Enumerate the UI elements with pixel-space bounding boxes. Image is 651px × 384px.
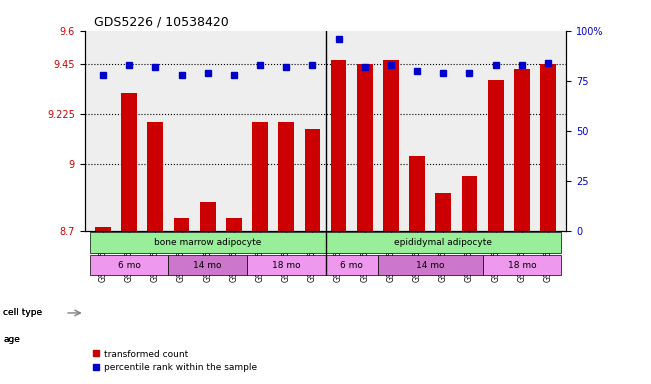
Bar [462,175,477,231]
Text: 18 mo: 18 mo [272,261,301,270]
Bar [121,93,137,231]
Bar [409,156,425,231]
Bar [436,194,451,231]
FancyBboxPatch shape [482,255,561,275]
Bar [200,202,215,231]
Bar [174,218,189,231]
Bar [279,122,294,231]
Bar [357,64,372,231]
FancyBboxPatch shape [326,255,378,275]
FancyBboxPatch shape [90,255,169,275]
Bar [95,227,111,231]
Bar [305,129,320,231]
FancyBboxPatch shape [169,255,247,275]
FancyBboxPatch shape [90,232,326,253]
FancyBboxPatch shape [378,255,482,275]
Bar [331,60,346,231]
Bar [252,122,268,231]
Text: epididymal adipocyte: epididymal adipocyte [395,238,492,247]
FancyBboxPatch shape [247,255,326,275]
Text: age: age [3,335,20,344]
Legend: transformed count, percentile rank within the sample: transformed count, percentile rank withi… [89,346,260,376]
Bar [540,64,556,231]
Text: GDS5226 / 10538420: GDS5226 / 10538420 [94,15,229,28]
Text: bone marrow adipocyte: bone marrow adipocyte [154,238,261,247]
Text: 18 mo: 18 mo [508,261,536,270]
Text: age: age [3,335,20,344]
Text: 14 mo: 14 mo [416,261,445,270]
Text: 6 mo: 6 mo [340,261,363,270]
Text: cell type: cell type [3,308,42,318]
Bar [383,60,399,231]
Text: 6 mo: 6 mo [118,261,141,270]
Text: cell type: cell type [3,308,42,318]
Bar [488,80,503,231]
Bar [514,69,530,231]
FancyBboxPatch shape [326,232,561,253]
Bar [148,122,163,231]
Text: 14 mo: 14 mo [193,261,222,270]
Bar [226,218,242,231]
